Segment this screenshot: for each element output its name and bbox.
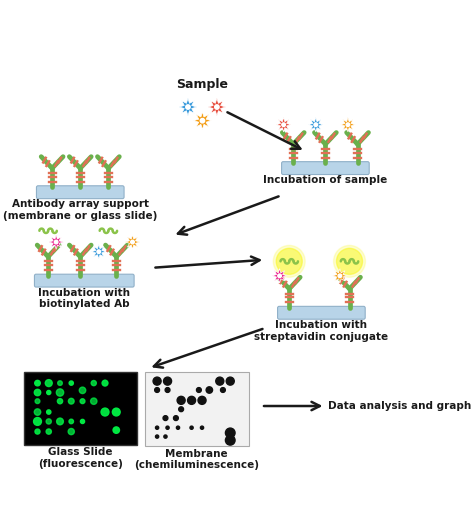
Circle shape — [338, 274, 342, 278]
Circle shape — [131, 240, 134, 244]
Circle shape — [165, 388, 170, 392]
Circle shape — [69, 419, 73, 424]
Circle shape — [69, 381, 73, 385]
Circle shape — [35, 399, 40, 404]
Polygon shape — [193, 112, 211, 130]
Circle shape — [206, 387, 212, 393]
Circle shape — [278, 274, 282, 278]
Circle shape — [273, 245, 305, 277]
Circle shape — [58, 381, 62, 386]
Circle shape — [346, 123, 350, 127]
Circle shape — [102, 380, 108, 386]
Circle shape — [337, 249, 363, 275]
Circle shape — [34, 409, 41, 415]
Circle shape — [226, 436, 235, 445]
Circle shape — [186, 105, 190, 109]
Circle shape — [97, 250, 100, 254]
Circle shape — [56, 389, 64, 396]
FancyBboxPatch shape — [35, 274, 134, 287]
Text: Membrane
(chemiluminescence): Membrane (chemiluminescence) — [134, 449, 259, 470]
Circle shape — [91, 380, 96, 386]
Circle shape — [35, 380, 40, 386]
Circle shape — [34, 389, 41, 396]
Circle shape — [113, 427, 119, 433]
Polygon shape — [208, 98, 226, 116]
Circle shape — [276, 249, 302, 275]
Circle shape — [55, 240, 58, 244]
Circle shape — [101, 408, 109, 416]
Circle shape — [216, 377, 224, 385]
Circle shape — [155, 388, 160, 392]
Circle shape — [220, 388, 225, 392]
Circle shape — [46, 429, 51, 434]
Text: Glass Slide
(fluorescence): Glass Slide (fluorescence) — [38, 447, 123, 468]
Circle shape — [46, 410, 51, 414]
FancyBboxPatch shape — [282, 162, 369, 175]
FancyBboxPatch shape — [145, 372, 249, 446]
Circle shape — [155, 426, 159, 429]
Circle shape — [197, 388, 201, 392]
Circle shape — [200, 118, 205, 123]
Text: Antibody array support
(membrane or glass slide): Antibody array support (membrane or glas… — [3, 200, 157, 221]
Circle shape — [314, 123, 318, 127]
Circle shape — [215, 105, 219, 109]
Circle shape — [334, 245, 365, 277]
Circle shape — [166, 426, 169, 429]
Circle shape — [56, 418, 64, 425]
Polygon shape — [333, 268, 347, 283]
Circle shape — [198, 396, 206, 404]
Circle shape — [226, 377, 234, 385]
Text: Incubation of sample: Incubation of sample — [263, 176, 388, 185]
Circle shape — [57, 399, 63, 404]
Circle shape — [179, 407, 183, 412]
Polygon shape — [49, 235, 64, 249]
Polygon shape — [273, 268, 287, 283]
Circle shape — [201, 426, 204, 429]
FancyBboxPatch shape — [278, 306, 365, 319]
Circle shape — [46, 380, 52, 387]
Circle shape — [34, 417, 41, 425]
Circle shape — [190, 426, 193, 429]
Polygon shape — [341, 117, 355, 132]
Circle shape — [173, 416, 178, 420]
Circle shape — [164, 435, 167, 438]
Circle shape — [112, 408, 120, 416]
FancyBboxPatch shape — [36, 186, 124, 199]
Circle shape — [177, 396, 185, 404]
Circle shape — [35, 429, 40, 434]
Circle shape — [155, 435, 159, 438]
Circle shape — [47, 390, 51, 394]
Text: Incubation with
streptavidin conjugate: Incubation with streptavidin conjugate — [255, 320, 389, 342]
Polygon shape — [125, 235, 140, 249]
Text: Incubation with
biotinylated Ab: Incubation with biotinylated Ab — [38, 288, 130, 309]
Text: Data analysis and graph: Data analysis and graph — [328, 401, 471, 411]
Circle shape — [68, 399, 74, 404]
Circle shape — [46, 419, 51, 424]
Circle shape — [188, 396, 196, 404]
Text: Sample: Sample — [176, 78, 228, 91]
Circle shape — [176, 426, 180, 429]
Circle shape — [164, 377, 172, 385]
Circle shape — [80, 399, 85, 404]
Polygon shape — [276, 117, 291, 132]
Circle shape — [81, 419, 84, 424]
Circle shape — [282, 123, 285, 127]
Circle shape — [153, 377, 161, 385]
Polygon shape — [309, 117, 323, 132]
Circle shape — [163, 416, 168, 420]
Polygon shape — [179, 98, 197, 116]
FancyBboxPatch shape — [24, 372, 137, 444]
Circle shape — [79, 387, 86, 393]
Circle shape — [226, 428, 235, 438]
Circle shape — [68, 428, 74, 435]
Circle shape — [91, 398, 97, 404]
Polygon shape — [91, 244, 106, 259]
